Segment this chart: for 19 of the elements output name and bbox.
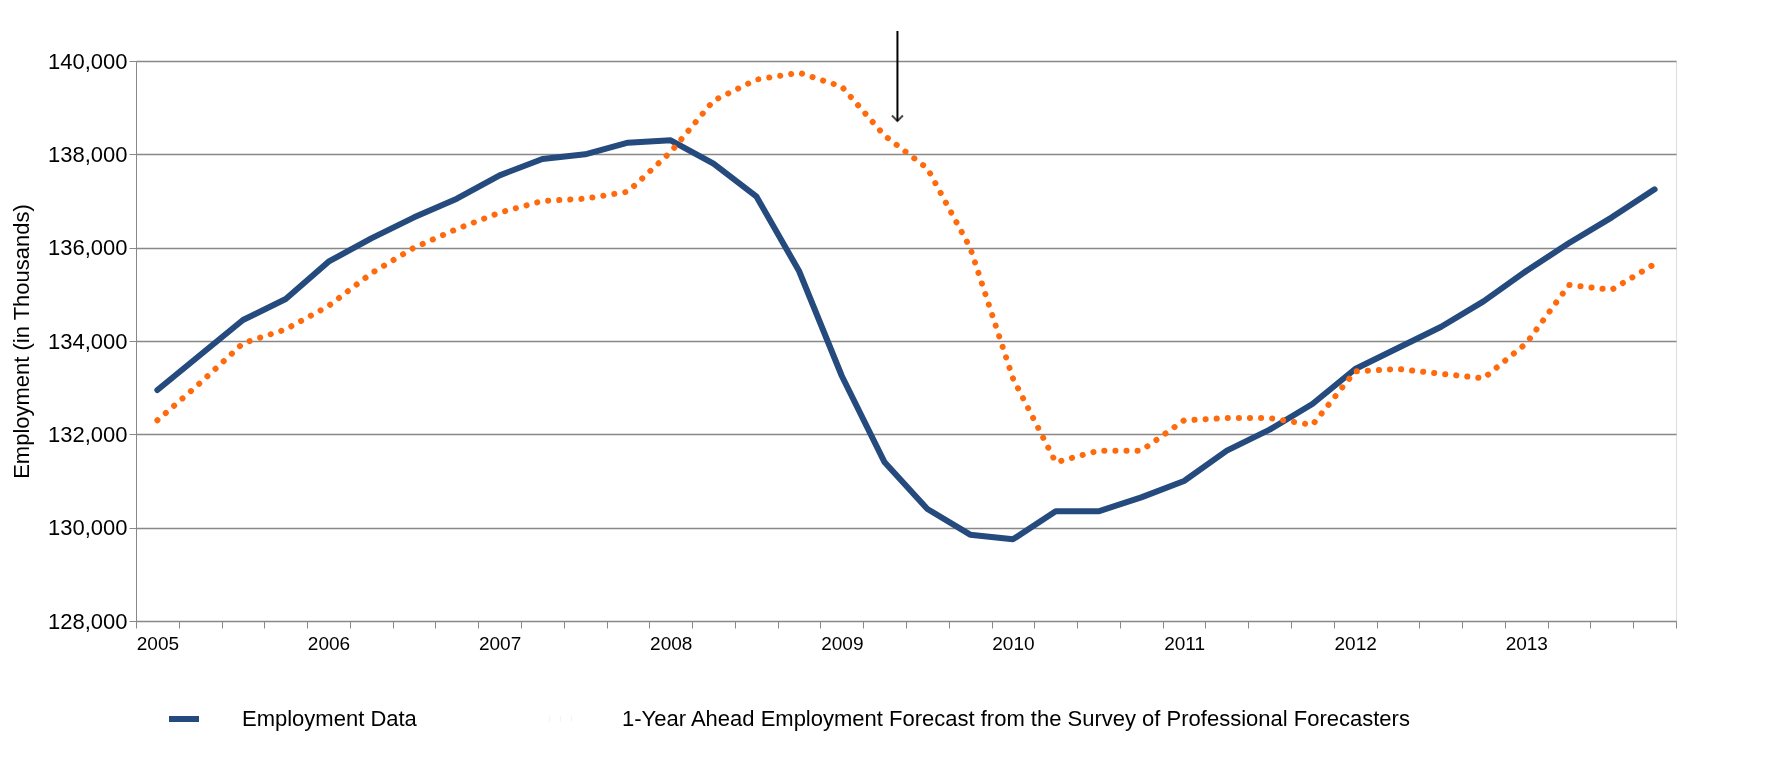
y-tick-label: 134,000 — [47, 328, 128, 354]
x-tick-label: 2009 — [821, 632, 864, 654]
y-tick-label: 136,000 — [47, 235, 128, 261]
x-tick-label: 2008 — [650, 632, 693, 654]
y-tick-label: 140,000 — [47, 48, 128, 74]
legend-label: Employment Data — [242, 706, 418, 731]
x-tick-label: 2007 — [478, 632, 522, 654]
y-tick-label: 130,000 — [47, 515, 128, 541]
y-tick-label: 132,000 — [47, 421, 128, 447]
x-tick-label: 2006 — [307, 632, 351, 654]
x-tick-label: 2011 — [1164, 632, 1205, 654]
y-axis-title: Employment (in Thousands) — [8, 204, 34, 479]
legend-label: 1-Year Ahead Employment Forecast from the Survey of Professional Forecasters — [622, 706, 1410, 731]
x-tick-label: 2005 — [136, 632, 180, 654]
y-tick-label: 128,000 — [47, 608, 128, 634]
x-tick-label: 2010 — [992, 632, 1035, 654]
x-tick-label: 2012 — [1334, 632, 1377, 654]
x-tick-label: 2013 — [1505, 632, 1548, 654]
y-tick-label: 138,000 — [47, 141, 128, 167]
